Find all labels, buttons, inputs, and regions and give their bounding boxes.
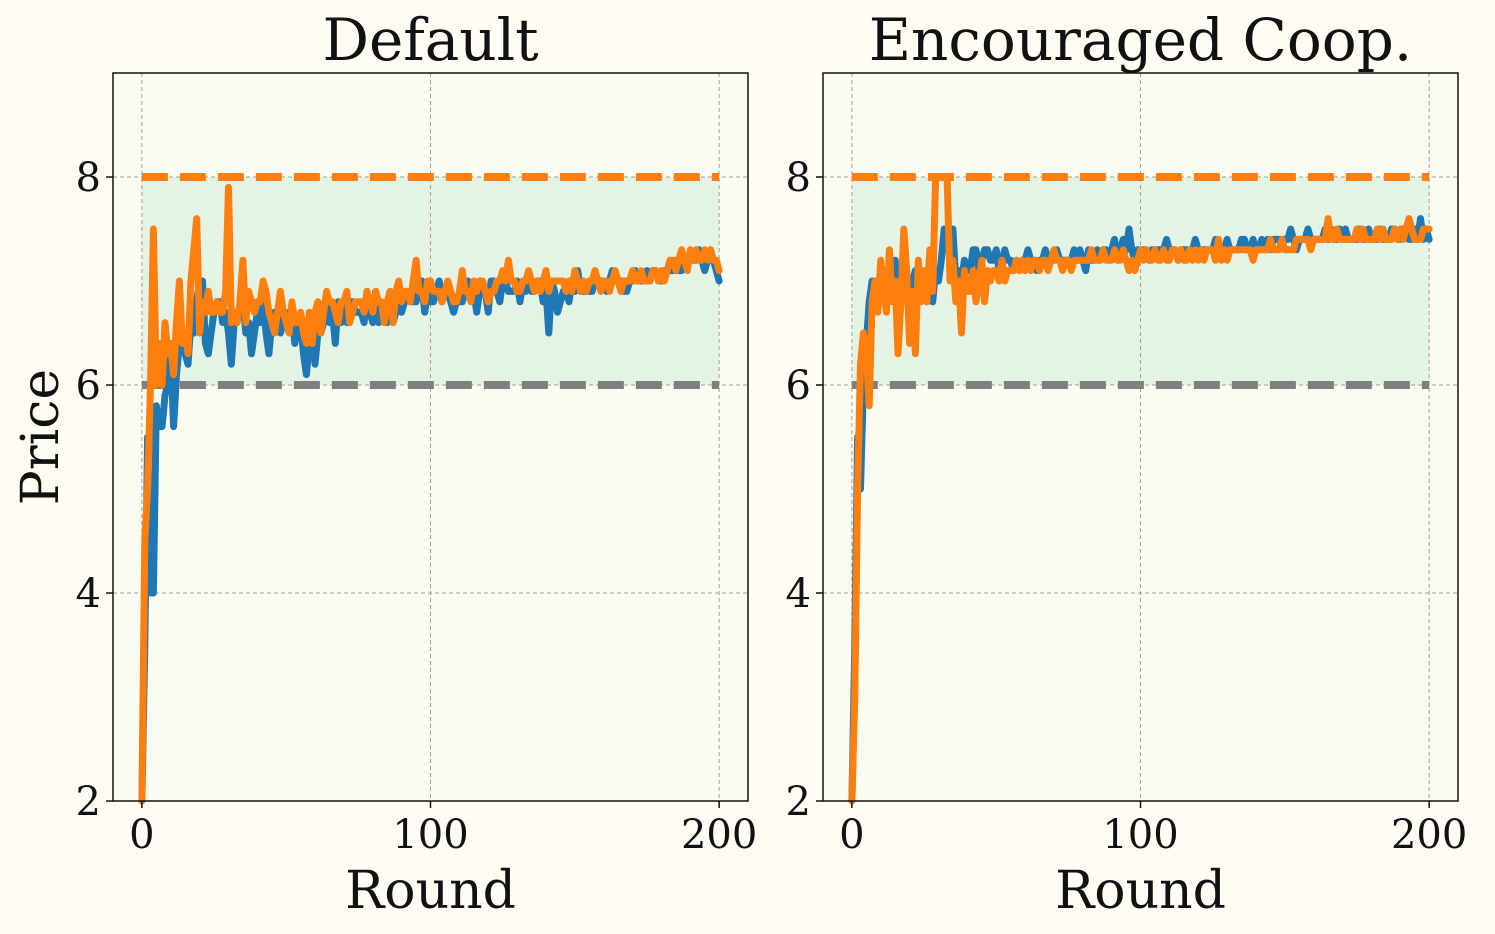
x-axis-label: Round	[345, 861, 516, 921]
y-tick-label: 8	[76, 155, 101, 201]
y-tick-label: 4	[786, 571, 811, 617]
panel-default: 0 100 200 2 4 6 8 Default Round Price	[11, 6, 757, 921]
y-tick-label: 2	[786, 779, 811, 825]
y-tick-label: 6	[786, 363, 811, 409]
chart-title: Encouraged Coop.	[869, 6, 1413, 74]
y-tick-label: 4	[76, 571, 101, 617]
x-tick-label: 100	[1102, 812, 1178, 858]
x-axis-label: Round	[1055, 861, 1226, 921]
y-axis-label: Price	[11, 369, 71, 505]
x-tick-label: 0	[129, 812, 154, 858]
series-line-orange	[848, 173, 1433, 805]
series-line-orange	[138, 183, 723, 805]
x-tick-label: 0	[839, 812, 864, 858]
panel-encouraged-coop: 0 100 200 2 4 6 8 Encouraged Coop. Round	[786, 6, 1468, 921]
y-tick-label: 8	[786, 155, 811, 201]
y-tick-label: 6	[76, 363, 101, 409]
x-tick-label: 100	[392, 812, 468, 858]
chart-title: Default	[322, 6, 538, 74]
x-tick-label: 200	[1391, 812, 1467, 858]
x-tick-label: 200	[681, 812, 757, 858]
y-tick-label: 2	[76, 779, 101, 825]
